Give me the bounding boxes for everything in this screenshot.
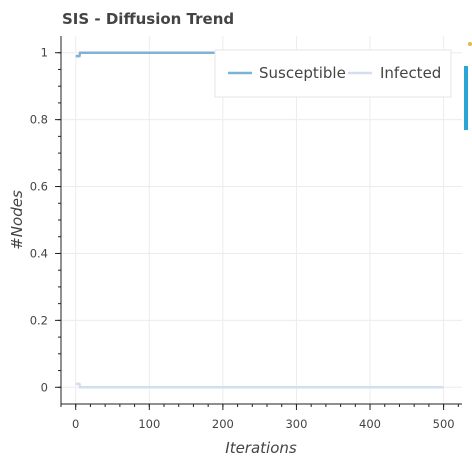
x-tick-label: 100 [138, 417, 160, 431]
x-tick-label: 400 [359, 417, 381, 431]
y-ticks: 0 0.2 0.4 0.6 0.8 1 [30, 46, 61, 394]
legend: Susceptible Infected [214, 49, 452, 98]
legend-box [214, 49, 452, 98]
x-ticks: 0 100 200 300 400 500 [60, 404, 459, 431]
series-line-infected [75, 382, 444, 389]
x-tick-label: 0 [72, 417, 79, 431]
toolbar-scroll-indicator[interactable] [464, 66, 468, 130]
legend-label-infected: Infected [380, 64, 441, 82]
x-tick-label: 200 [212, 417, 234, 431]
y-tick-label: 0 [41, 380, 48, 394]
y-tick-label: 0.8 [30, 113, 48, 127]
x-tick-label: 500 [433, 417, 455, 431]
y-axis-label: #Nodes [8, 190, 26, 250]
y-tick-label: 0.4 [30, 246, 48, 260]
legend-label-susceptible: Susceptible [259, 64, 346, 82]
y-tick-label: 1 [41, 46, 48, 60]
y-tick-label: 0.2 [30, 313, 48, 327]
x-tick-label: 300 [285, 417, 307, 431]
toolbar-dot-icon[interactable] [468, 42, 472, 46]
chart-title: SIS - Diffusion Trend [62, 10, 234, 28]
y-tick-label: 0.6 [30, 180, 48, 194]
x-axis-label: Iterations [225, 439, 297, 457]
